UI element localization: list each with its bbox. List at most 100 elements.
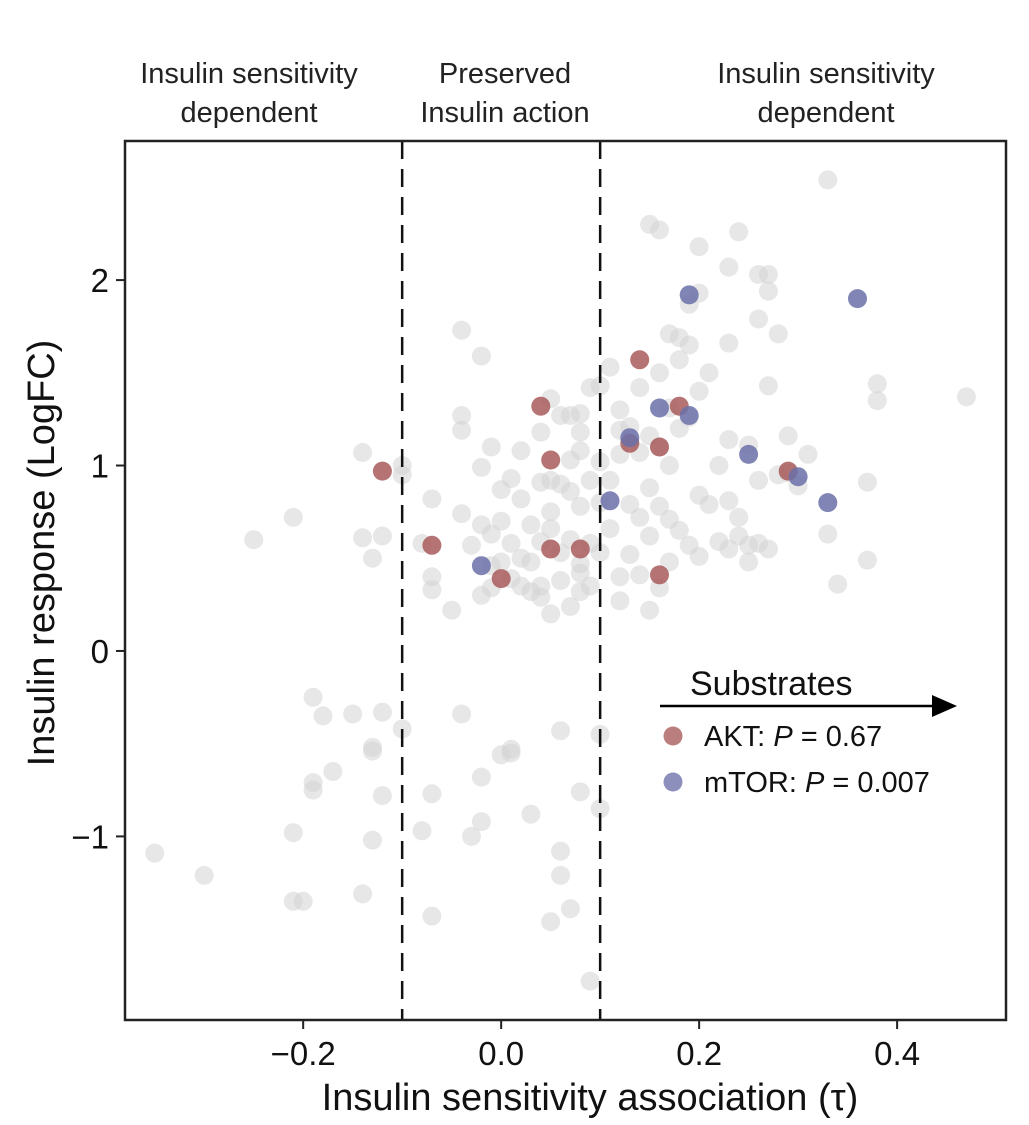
point-other [699,495,719,514]
point-other [798,444,818,464]
point-other [511,441,531,461]
point-other [541,502,561,522]
point-other [560,899,580,919]
point-other [283,823,303,843]
point-akt [650,565,669,585]
region-label-left-line1: Insulin sensitivity [140,58,358,90]
point-other [659,456,679,475]
point-other [452,420,472,440]
legend-akt-name: AKT: [704,721,773,753]
legend-mtor-p-value: = 0.007 [824,767,930,799]
point-other [689,546,709,566]
point-other [313,706,333,726]
point-other [630,378,650,398]
point-other [422,489,442,509]
point-other [650,220,669,240]
point-other [462,826,481,846]
point-other [600,519,620,539]
point-other [758,539,778,559]
point-other [452,704,472,724]
point-mtor [739,444,759,464]
point-other [570,441,590,461]
point-other [630,565,650,585]
point-other [551,841,571,861]
point-mtor [650,398,669,418]
point-other [452,320,472,340]
point-other [452,504,472,524]
plot-frame [123,139,1008,1022]
x-axis-ticks: −0.2 0.0 0.2 0.4 [271,1020,920,1072]
point-other [956,387,976,407]
point-other [471,457,491,477]
point-other [630,507,650,527]
point-other [442,600,462,620]
point-other [590,376,610,396]
point-other [491,511,511,531]
point-other [452,406,472,425]
y-axis-title: Insulin response (LogFC) [21,340,63,767]
point-other [570,422,590,442]
legend-mtor-swatch [663,772,683,792]
legend-akt-label: AKT: P = 0.67 [704,721,882,753]
point-other [194,865,214,885]
point-other [570,782,590,802]
point-other [353,528,373,548]
point-other [719,430,739,450]
point-other [363,737,382,757]
y-axis-ticks: −1 0 1 2 [71,262,125,855]
point-other [521,804,541,824]
point-other [739,552,759,572]
y-tick-label: 2 [91,262,109,299]
point-other [363,830,382,850]
x-tick-label: 0.2 [676,1035,722,1072]
point-akt [570,539,590,559]
legend-akt-swatch [663,726,683,746]
point-other [610,400,630,420]
point-other [590,799,610,819]
point-other [343,704,363,724]
region-label-middle-line2: Insulin action [420,97,589,129]
legend-title: Substrates [690,665,853,703]
point-other [857,472,877,492]
point-other [353,884,373,904]
point-other [541,604,561,624]
point-akt [491,569,511,589]
point-other [610,591,630,611]
point-mtor [818,493,838,513]
point-other [531,576,551,596]
point-other [867,391,887,411]
point-other [412,821,432,841]
point-other [511,489,531,509]
legend-mtor-name: mTOR: [704,767,805,799]
point-other [758,265,778,284]
point-other [422,784,442,804]
legend-mtor-p-symbol: P [805,767,825,799]
point-other [778,426,798,446]
point-other [669,520,689,540]
point-other [818,524,838,544]
point-other [541,519,561,539]
point-other [372,702,392,722]
point-other [580,576,600,596]
point-other [669,350,689,370]
point-other [422,580,442,600]
y-tick-label: −1 [71,818,109,855]
point-other [610,567,630,587]
legend-akt-p-value: = 0.67 [793,721,883,753]
point-other [521,515,541,535]
point-other [353,443,373,462]
point-other [719,491,739,511]
point-other [580,470,600,490]
point-other [729,507,749,527]
point-other [620,545,640,564]
point-other [689,237,709,257]
point-other [551,865,571,885]
point-other [570,496,590,516]
point-other [640,526,660,546]
point-other [650,363,669,383]
x-tick-label: −0.2 [271,1035,336,1072]
region-label-left-line2: dependent [180,97,317,129]
legend: Substrates AKT: P = 0.67 mTOR: P = 0.007 [660,665,957,799]
x-tick-label: 0.0 [478,1035,524,1072]
